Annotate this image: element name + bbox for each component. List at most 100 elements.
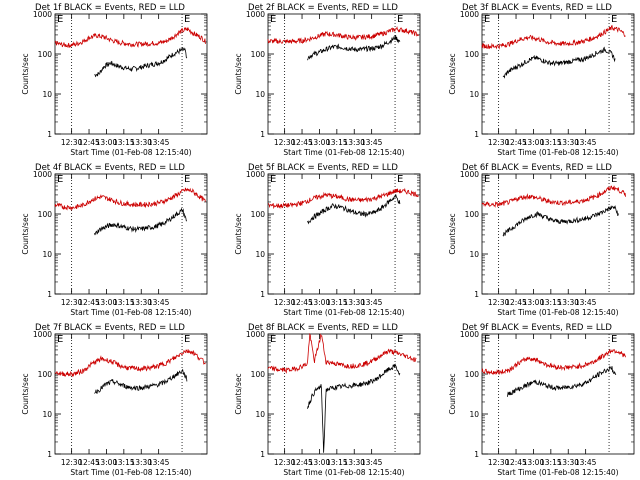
- y-tick-label: 1: [474, 290, 479, 299]
- flag-label: E: [484, 334, 490, 345]
- x-tick-label: 13:00: [523, 138, 545, 147]
- x-axis-label: Start Time (01-Feb-08 12:15:40): [70, 308, 191, 317]
- y-axis-label: Counts/sec: [234, 53, 243, 94]
- flag-label: E: [270, 174, 276, 185]
- x-tick-label: 13:30: [130, 138, 152, 147]
- y-tick-label: 100: [465, 210, 480, 219]
- y-tick-label: 100: [465, 50, 480, 59]
- x-tick-label: 13:00: [96, 298, 118, 307]
- y-tick-label: 100: [251, 210, 266, 219]
- plot-frame: [267, 173, 421, 295]
- x-tick-label: 13:15: [326, 458, 348, 467]
- flag-label: E: [270, 14, 276, 25]
- x-tick-label: 12:45: [505, 138, 527, 147]
- y-tick-label: 10: [469, 410, 479, 419]
- x-tick-label: 12:30: [488, 298, 510, 307]
- x-tick-label: 13:00: [96, 458, 118, 467]
- y-tick-label: 1: [474, 450, 479, 459]
- y-tick-label: 1: [47, 290, 52, 299]
- flag-label: E: [484, 174, 490, 185]
- y-tick-label: 10: [42, 90, 52, 99]
- x-tick-label: 13:45: [148, 458, 170, 467]
- x-tick-label: 13:15: [113, 138, 135, 147]
- flag-label: E: [611, 174, 617, 185]
- series-events-line: [502, 46, 616, 79]
- x-tick-label: 13:45: [575, 458, 597, 467]
- x-tick-label: 13:00: [523, 298, 545, 307]
- x-tick-label: 12:30: [274, 138, 296, 147]
- series-lld-line: [267, 26, 419, 45]
- y-tick-label: 10: [255, 90, 265, 99]
- flag-label: E: [397, 334, 403, 345]
- panel-4: Det 4f BLACK = Events, RED = LLD 1 10 100 10…: [21, 163, 208, 317]
- x-tick-label: 13:00: [309, 138, 331, 147]
- x-tick-label: 13:30: [130, 458, 152, 467]
- x-tick-label: 13:45: [148, 138, 170, 147]
- y-axis-label: Counts/sec: [21, 213, 30, 254]
- x-tick-label: 13:30: [343, 298, 365, 307]
- x-tick-label: 12:30: [61, 458, 83, 467]
- y-tick-label: 1: [474, 130, 479, 139]
- panel-title: Det 1f BLACK = Events, RED = LLD: [35, 3, 185, 13]
- x-tick-label: 13:15: [326, 298, 348, 307]
- y-tick-label: 1: [260, 450, 265, 459]
- y-tick-label: 1000: [246, 330, 265, 339]
- panel-title: Det 4f BLACK = Events, RED = LLD: [35, 163, 185, 173]
- x-tick-label: 12:45: [78, 298, 100, 307]
- panel-8: Det 8f BLACK = Events, RED = LLD 1 10 100 10…: [234, 323, 421, 477]
- x-tick-label: 13:15: [540, 458, 562, 467]
- series-lld-line: [54, 349, 206, 378]
- x-tick-label: 12:30: [274, 458, 296, 467]
- plot-frame: [481, 13, 635, 135]
- x-tick-label: 13:15: [540, 138, 562, 147]
- y-tick-label: 10: [42, 410, 52, 419]
- x-tick-label: 12:45: [505, 298, 527, 307]
- series-events-line: [507, 365, 617, 397]
- plot-frame: [267, 333, 421, 455]
- y-tick-label: 10: [255, 250, 265, 259]
- x-tick-label: 13:00: [309, 458, 331, 467]
- x-tick-label: 12:30: [61, 298, 83, 307]
- y-axis-label: Counts/sec: [21, 373, 30, 414]
- y-tick-label: 10: [42, 250, 52, 259]
- panel-title: Det 5f BLACK = Events, RED = LLD: [248, 163, 398, 173]
- y-tick-label: 1000: [33, 330, 52, 339]
- y-tick-label: 1000: [460, 170, 479, 179]
- x-tick-label: 13:30: [557, 458, 579, 467]
- x-tick-label: 13:45: [575, 138, 597, 147]
- series-events-line: [94, 47, 188, 78]
- y-tick-label: 1000: [460, 330, 479, 339]
- y-tick-label: 100: [251, 370, 266, 379]
- flag-label: E: [184, 14, 190, 25]
- x-axis-label: Start Time (01-Feb-08 12:15:40): [283, 468, 404, 477]
- x-tick-label: 12:30: [488, 458, 510, 467]
- x-tick-label: 13:00: [523, 458, 545, 467]
- y-tick-label: 100: [38, 50, 53, 59]
- y-tick-label: 1: [260, 290, 265, 299]
- plot-frame: [54, 173, 208, 295]
- x-tick-label: 13:00: [309, 298, 331, 307]
- y-tick-label: 1000: [460, 10, 479, 19]
- plot-frame: [481, 173, 635, 295]
- flag-label: E: [184, 334, 190, 345]
- y-axis-label: Counts/sec: [448, 213, 457, 254]
- x-tick-label: 12:45: [291, 298, 313, 307]
- series-events-line: [94, 368, 188, 394]
- x-tick-label: 12:45: [291, 458, 313, 467]
- x-tick-label: 12:45: [291, 138, 313, 147]
- x-tick-label: 12:45: [78, 138, 100, 147]
- y-tick-label: 10: [469, 250, 479, 259]
- plot-frame: [54, 13, 208, 135]
- series-events-line: [94, 207, 187, 236]
- y-tick-label: 1: [260, 130, 265, 139]
- x-tick-label: 13:45: [361, 138, 383, 147]
- flag-label: E: [397, 174, 403, 185]
- panel-1: Det 1f BLACK = Events, RED = LLD 1 10 100 10…: [21, 3, 208, 157]
- series-events-line: [502, 204, 619, 237]
- y-tick-label: 1000: [33, 10, 52, 19]
- panel-3: Det 3f BLACK = Events, RED = LLD 1 10 100 10…: [448, 3, 635, 157]
- x-axis-label: Start Time (01-Feb-08 12:15:40): [497, 468, 618, 477]
- x-axis-label: Start Time (01-Feb-08 12:15:40): [283, 308, 404, 317]
- y-tick-label: 1: [47, 450, 52, 459]
